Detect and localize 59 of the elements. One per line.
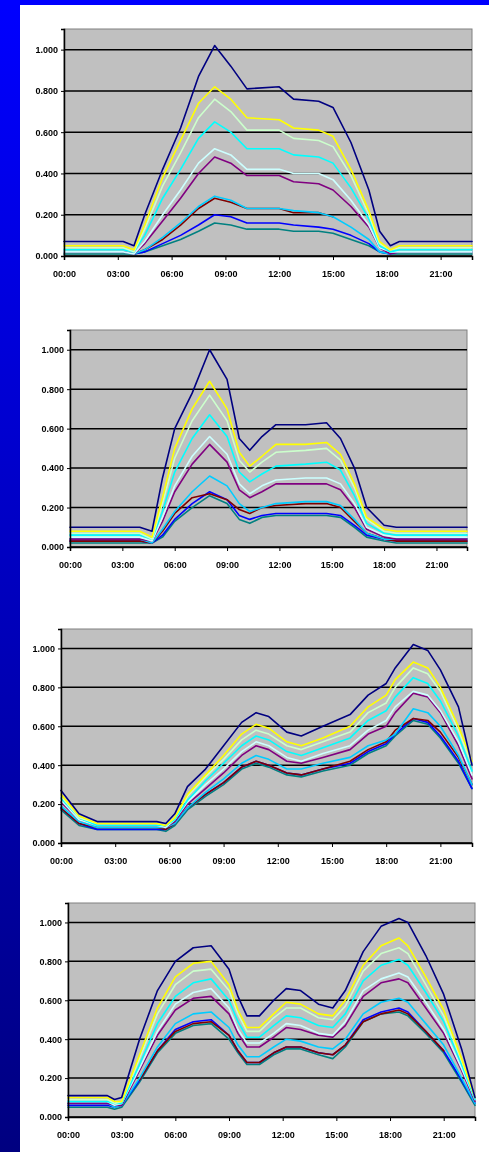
y-tick-label: 0.600 bbox=[32, 721, 55, 732]
x-tick-label: 21:00 bbox=[425, 560, 449, 571]
line-series bbox=[138, 1009, 445, 1081]
x-tick-label: 03:00 bbox=[106, 269, 130, 280]
y-tick-label: 0.600 bbox=[35, 127, 58, 138]
y-tick-label: 0.200 bbox=[35, 210, 58, 221]
x-tick-label: 15:00 bbox=[325, 1130, 349, 1141]
y-tick-label: 0.000 bbox=[32, 838, 55, 849]
y-tick-label: 1.000 bbox=[39, 917, 62, 928]
x-tick-label: 12:00 bbox=[268, 269, 292, 280]
y-tick-label: 0.200 bbox=[39, 1073, 62, 1084]
y-tick-label: 0.800 bbox=[35, 86, 58, 97]
line-series bbox=[69, 348, 468, 533]
y-tick-label: 0.800 bbox=[39, 956, 62, 967]
x-tick-label: 12:00 bbox=[271, 1130, 295, 1141]
y-tick-label: 0.400 bbox=[32, 760, 55, 771]
y-tick-label: 1.000 bbox=[35, 45, 58, 56]
x-tick-label: 00:00 bbox=[56, 1130, 81, 1141]
x-tick-label: 00:00 bbox=[49, 856, 74, 867]
y-tick-label: 0.800 bbox=[32, 682, 55, 693]
x-tick-label: 09:00 bbox=[216, 560, 240, 571]
line-series bbox=[63, 44, 473, 247]
y-tick-label: 0.200 bbox=[32, 799, 55, 810]
x-tick-label: 21:00 bbox=[429, 269, 453, 280]
x-tick-label: 18:00 bbox=[375, 269, 399, 280]
y-tick-label: 0.400 bbox=[39, 1034, 62, 1045]
y-tick-label: 0.000 bbox=[39, 1112, 62, 1123]
x-tick-label: 21:00 bbox=[429, 856, 453, 867]
x-tick-label: 00:00 bbox=[52, 269, 77, 280]
y-tick-label: 0.200 bbox=[41, 502, 64, 513]
y-tick-label: 0.600 bbox=[41, 424, 64, 435]
x-tick-label: 15:00 bbox=[320, 560, 344, 571]
x-tick-label: 06:00 bbox=[164, 1130, 188, 1141]
y-tick-label: 0.600 bbox=[39, 995, 62, 1006]
x-tick-label: 15:00 bbox=[320, 856, 344, 867]
y-tick-label: 0.000 bbox=[41, 542, 64, 553]
y-tick-label: 0.400 bbox=[35, 168, 58, 179]
x-tick-label: 00:00 bbox=[58, 560, 83, 571]
x-tick-label: 03:00 bbox=[110, 1130, 134, 1141]
x-tick-label: 09:00 bbox=[212, 856, 236, 867]
x-tick-label: 18:00 bbox=[375, 856, 399, 867]
x-tick-label: 03:00 bbox=[104, 856, 128, 867]
x-tick-label: 15:00 bbox=[322, 269, 346, 280]
x-tick-label: 21:00 bbox=[432, 1130, 456, 1141]
y-tick-label: 0.800 bbox=[41, 384, 64, 395]
y-tick-label: 0.400 bbox=[41, 463, 64, 474]
x-tick-label: 12:00 bbox=[268, 560, 292, 571]
x-tick-label: 18:00 bbox=[373, 560, 397, 571]
x-tick-label: 03:00 bbox=[111, 560, 135, 571]
y-tick-label: 1.000 bbox=[32, 643, 55, 654]
x-tick-label: 06:00 bbox=[160, 269, 184, 280]
x-tick-label: 09:00 bbox=[218, 1130, 242, 1141]
x-tick-label: 12:00 bbox=[266, 856, 290, 867]
y-tick-label: 0.000 bbox=[35, 251, 58, 262]
x-tick-label: 06:00 bbox=[158, 856, 182, 867]
y-tick-label: 1.000 bbox=[41, 345, 64, 356]
x-tick-label: 09:00 bbox=[214, 269, 238, 280]
x-tick-label: 18:00 bbox=[379, 1130, 403, 1141]
x-tick-label: 06:00 bbox=[163, 560, 187, 571]
